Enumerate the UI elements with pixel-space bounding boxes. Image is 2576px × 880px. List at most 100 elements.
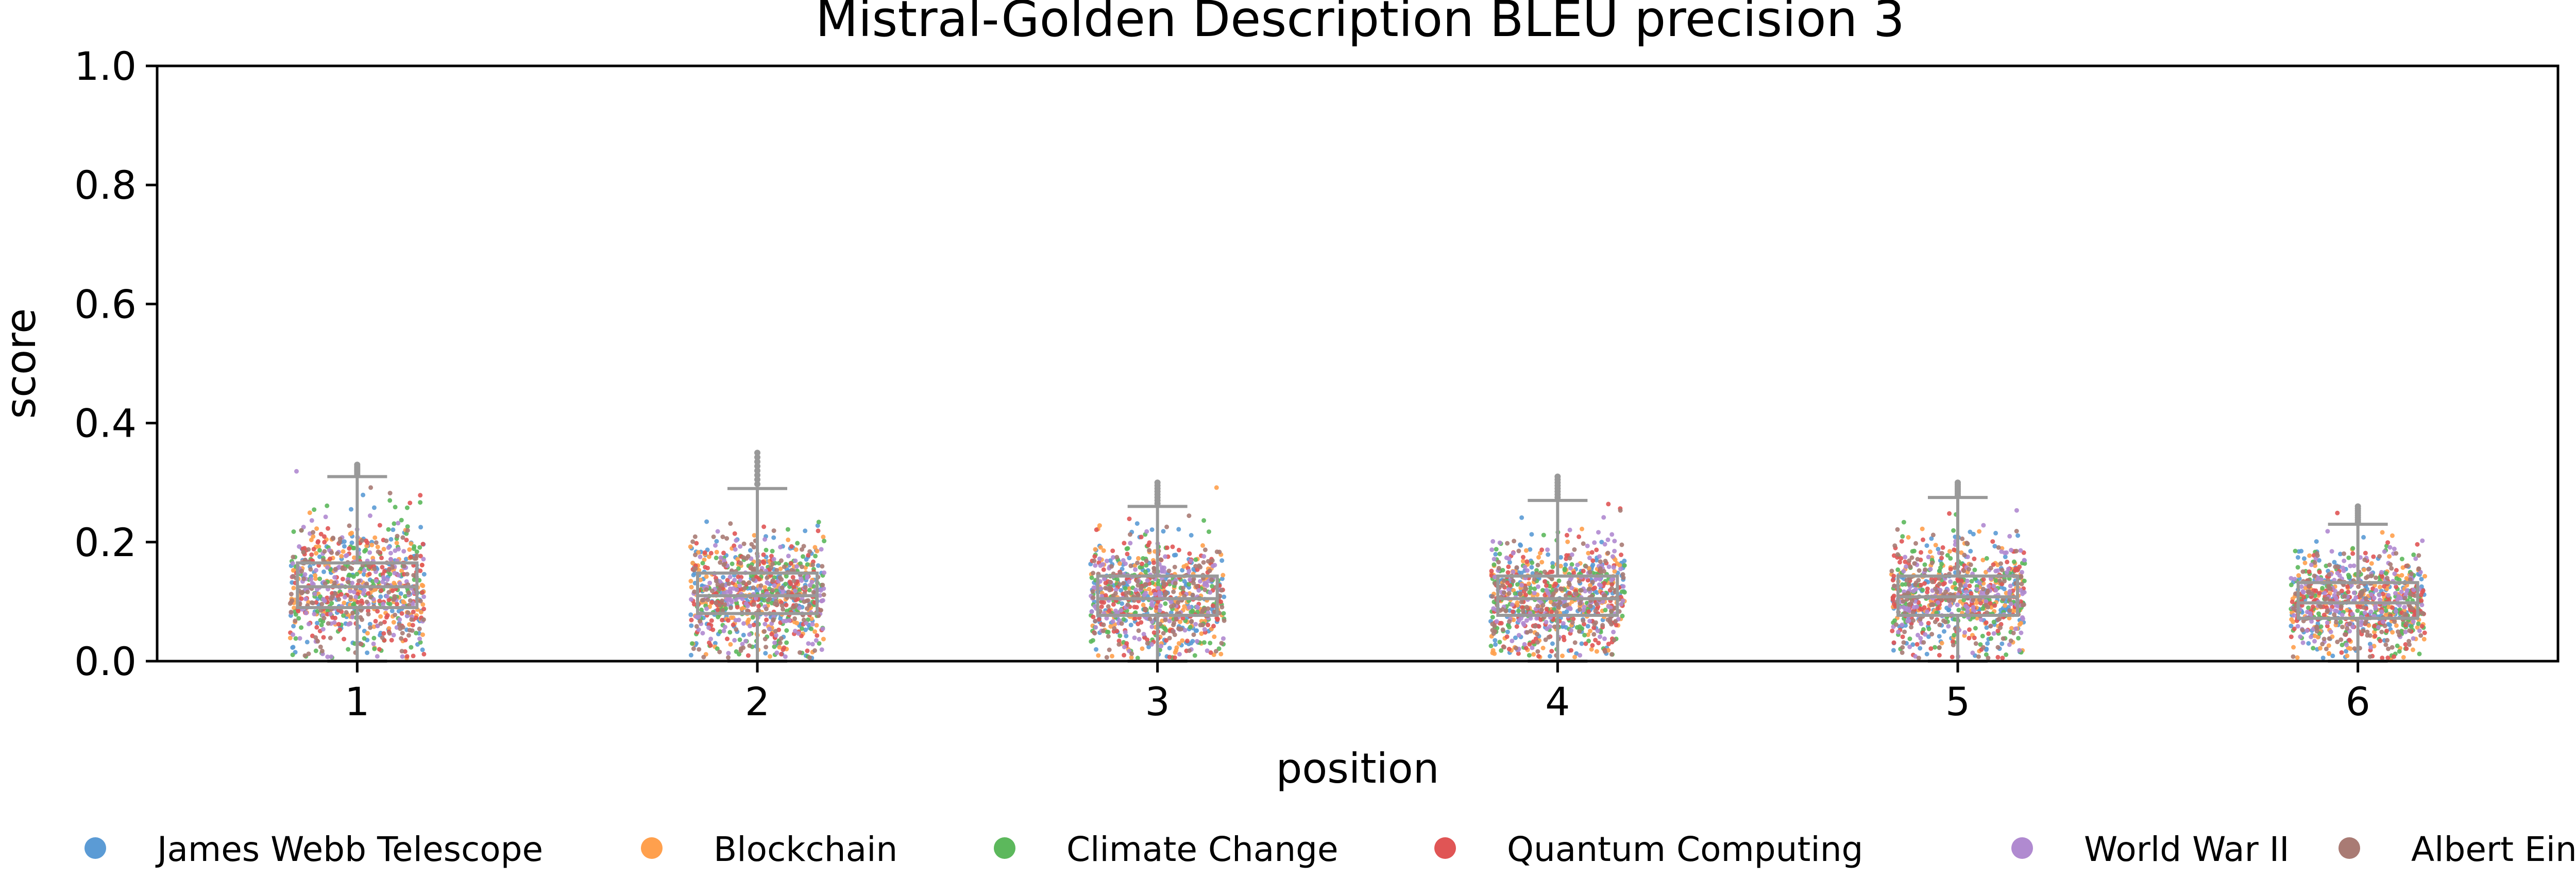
data-point bbox=[1914, 642, 1920, 647]
data-point bbox=[1556, 578, 1562, 583]
data-point bbox=[1206, 559, 1211, 564]
data-point bbox=[779, 651, 784, 657]
data-point bbox=[2301, 590, 2306, 595]
data-point bbox=[1596, 641, 1601, 646]
data-point bbox=[700, 631, 705, 636]
data-point bbox=[1180, 616, 1185, 620]
data-point bbox=[2355, 608, 2360, 613]
data-point bbox=[303, 610, 309, 615]
data-point bbox=[321, 558, 326, 562]
data-point bbox=[762, 629, 767, 634]
data-point bbox=[1986, 655, 1991, 661]
data-point bbox=[371, 641, 376, 646]
data-point bbox=[1928, 549, 1933, 554]
data-point bbox=[1906, 535, 1911, 540]
data-point bbox=[2301, 595, 2307, 600]
data-point bbox=[1928, 646, 1934, 651]
data-point bbox=[1219, 605, 1225, 610]
data-point bbox=[406, 633, 411, 638]
data-point bbox=[693, 566, 698, 571]
data-point bbox=[1995, 568, 2000, 573]
data-point bbox=[1588, 629, 1592, 633]
data-point bbox=[728, 642, 733, 647]
data-point bbox=[791, 578, 796, 583]
data-point bbox=[1090, 589, 1095, 594]
data-point bbox=[1968, 548, 1973, 554]
data-point bbox=[371, 635, 377, 641]
data-point bbox=[1217, 549, 1222, 555]
data-point bbox=[1193, 557, 1198, 562]
data-point bbox=[817, 641, 822, 646]
data-point bbox=[1116, 642, 1122, 647]
data-point bbox=[1543, 637, 1548, 642]
data-point bbox=[1094, 527, 1099, 532]
data-point bbox=[1933, 543, 1938, 548]
data-point bbox=[344, 610, 349, 615]
data-point bbox=[313, 568, 318, 573]
data-point bbox=[1188, 625, 1193, 630]
data-point bbox=[2397, 649, 2402, 654]
data-point bbox=[1124, 590, 1128, 595]
data-point bbox=[330, 615, 335, 620]
data-point bbox=[1146, 586, 1151, 592]
data-point bbox=[771, 535, 776, 540]
data-point bbox=[1143, 569, 1148, 574]
data-point bbox=[689, 617, 694, 623]
data-point bbox=[404, 572, 410, 577]
data-point bbox=[2352, 646, 2357, 651]
data-point bbox=[777, 641, 783, 645]
data-point bbox=[1901, 569, 1906, 574]
data-point bbox=[2395, 597, 2400, 602]
data-point bbox=[2306, 641, 2311, 646]
data-point bbox=[1937, 568, 1942, 574]
data-point bbox=[1198, 623, 1203, 628]
data-point bbox=[762, 537, 767, 542]
data-point bbox=[420, 602, 426, 607]
data-point bbox=[794, 564, 799, 569]
data-point bbox=[1612, 637, 1617, 643]
data-point bbox=[1948, 579, 1953, 584]
data-point bbox=[1209, 577, 1214, 582]
data-point bbox=[377, 523, 382, 528]
data-point bbox=[2388, 562, 2393, 567]
data-point bbox=[789, 567, 794, 573]
data-point bbox=[376, 549, 381, 555]
data-point bbox=[342, 636, 347, 642]
data-point bbox=[1178, 619, 1183, 625]
data-point bbox=[1963, 603, 1968, 609]
data-point bbox=[761, 552, 766, 557]
data-point bbox=[821, 592, 826, 597]
data-point bbox=[1198, 579, 1202, 584]
data-point bbox=[1536, 624, 1541, 629]
data-point bbox=[1187, 513, 1192, 519]
data-point bbox=[1606, 604, 1611, 609]
data-point bbox=[1138, 565, 1143, 570]
data-point bbox=[357, 578, 361, 583]
data-point bbox=[404, 538, 409, 543]
data-point bbox=[389, 608, 395, 613]
data-point bbox=[1569, 562, 1574, 567]
data-point bbox=[1527, 642, 1532, 647]
data-point bbox=[389, 637, 394, 643]
data-point bbox=[1121, 581, 1126, 586]
data-point bbox=[1136, 583, 1141, 588]
data-point bbox=[2333, 595, 2338, 600]
data-point bbox=[761, 524, 767, 529]
data-point bbox=[1598, 577, 1603, 582]
data-point bbox=[1206, 623, 1211, 628]
data-point bbox=[820, 598, 825, 603]
data-point bbox=[1606, 642, 1611, 647]
data-point bbox=[1099, 604, 1104, 609]
data-point bbox=[1156, 581, 1161, 586]
data-point bbox=[1221, 573, 1226, 578]
data-point bbox=[783, 581, 788, 586]
data-point bbox=[1157, 608, 1162, 613]
data-point bbox=[1965, 578, 1970, 583]
data-point bbox=[1510, 639, 1515, 644]
data-point bbox=[793, 602, 799, 608]
data-point bbox=[349, 566, 354, 572]
data-point bbox=[1984, 556, 1989, 561]
data-point bbox=[2325, 620, 2330, 625]
data-point bbox=[1577, 534, 1582, 539]
data-point bbox=[2377, 554, 2382, 559]
